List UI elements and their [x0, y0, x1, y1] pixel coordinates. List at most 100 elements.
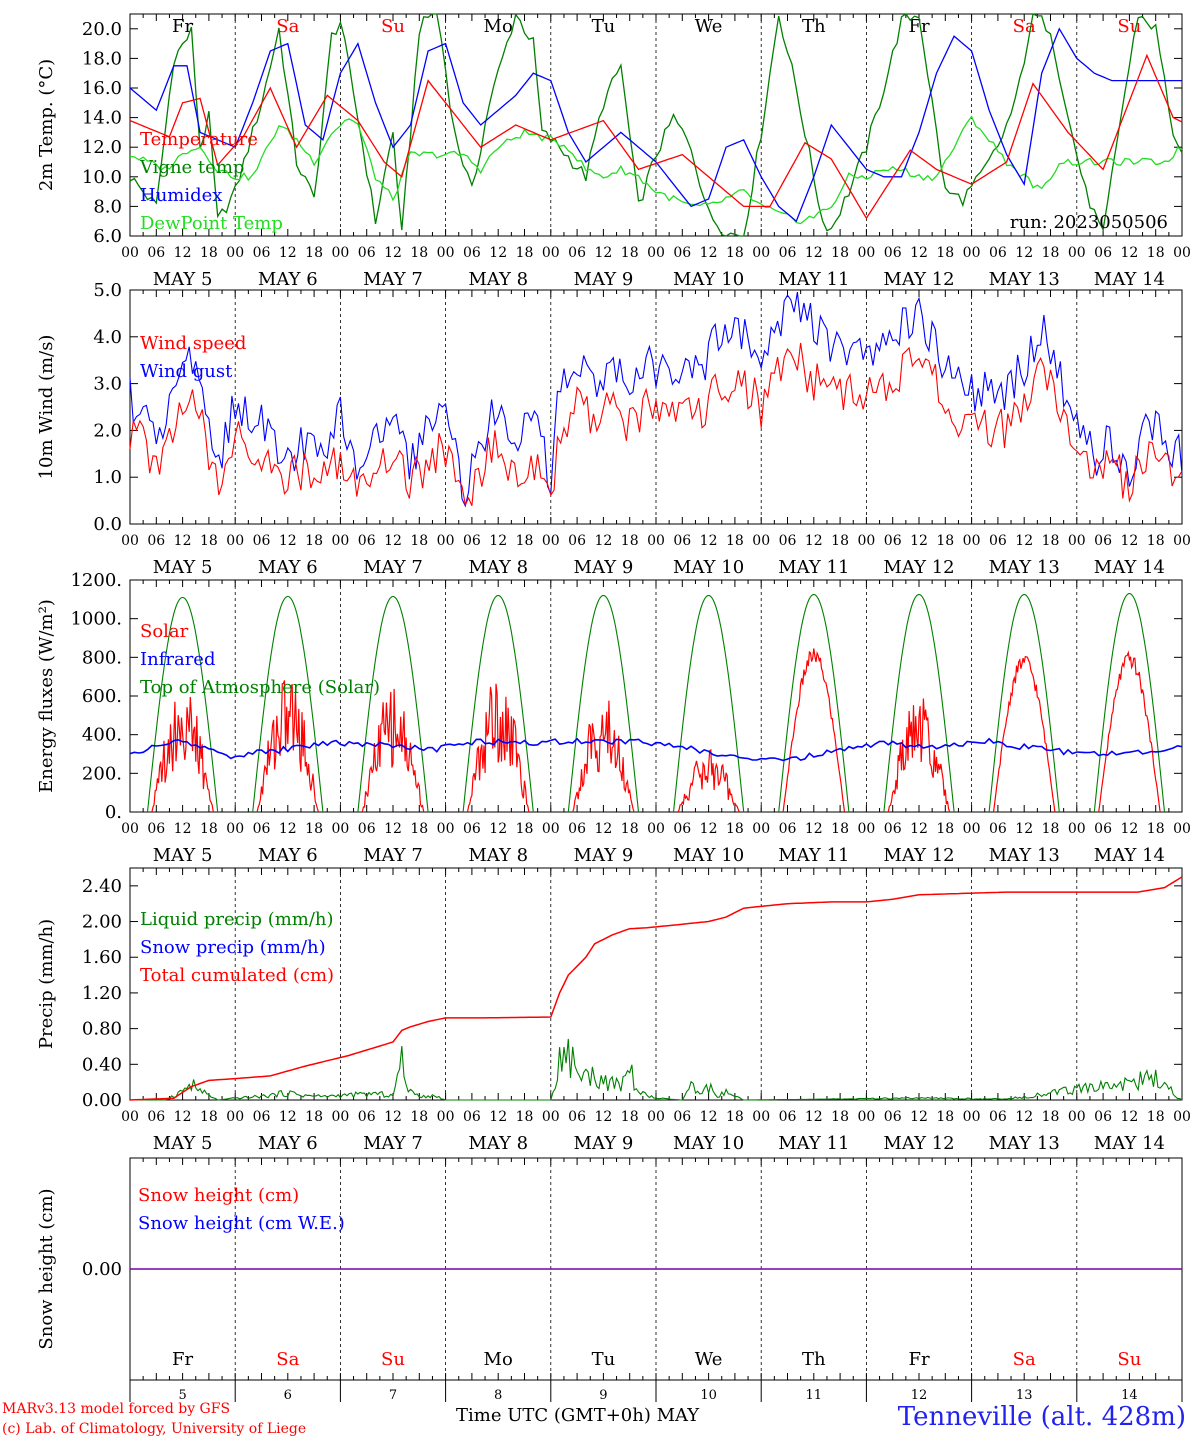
energy-legend-entry: Infrared — [140, 649, 215, 670]
date-label: MAY 10 — [673, 557, 744, 578]
date-label: MAY 9 — [574, 269, 634, 290]
y-tick-label: 1200. — [70, 570, 122, 591]
hour-tick-label: 18 — [516, 533, 534, 549]
hour-tick-label: 06 — [779, 1109, 797, 1125]
y-tick-label: 3.0 — [93, 374, 122, 395]
hour-tick-label: 06 — [147, 245, 165, 261]
hour-tick-label: 00 — [1068, 533, 1086, 549]
hour-tick-label: 06 — [463, 533, 481, 549]
hour-tick-label: 00 — [1173, 245, 1191, 261]
hour-tick-label: 00 — [331, 1109, 349, 1125]
temp-series-line — [129, 27, 1182, 223]
weekday-bottom-label: Th — [802, 1349, 826, 1370]
weekday-label: Su — [381, 16, 405, 37]
hour-tick-label: 06 — [1094, 821, 1112, 837]
y-tick-label: 400. — [82, 725, 122, 746]
solar-line — [992, 656, 1056, 813]
hour-tick-label: 12 — [910, 1109, 928, 1125]
hour-tick-label: 18 — [305, 821, 323, 837]
toa-solar-line — [146, 596, 219, 813]
date-label: MAY 13 — [989, 845, 1060, 866]
hour-tick-label: 00 — [121, 821, 139, 837]
weekday-label: Fr — [908, 16, 929, 37]
hour-tick-label: 12 — [174, 245, 192, 261]
toa-solar-line — [883, 593, 955, 813]
y-tick-label: 0.0 — [93, 514, 122, 535]
hour-tick-label: 12 — [489, 533, 507, 549]
hour-tick-label: 12 — [384, 1109, 402, 1125]
y-tick-label: 16.0 — [82, 78, 122, 99]
hour-tick-label: 18 — [1147, 821, 1165, 837]
weekday-label: Tu — [592, 16, 616, 37]
hour-tick-label: 18 — [1042, 821, 1060, 837]
hour-tick-label: 18 — [726, 1109, 744, 1125]
day-number-label: 11 — [806, 1388, 823, 1403]
hour-tick-label: 00 — [121, 1109, 139, 1125]
hour-tick-label: 00 — [1068, 821, 1086, 837]
hour-tick-label: 00 — [437, 821, 455, 837]
hour-tick-label: 06 — [147, 1109, 165, 1125]
y-tick-label: 0.40 — [82, 1054, 122, 1075]
hour-tick-label: 06 — [253, 821, 271, 837]
hour-tick-label: 06 — [884, 245, 902, 261]
total-cumulated-line — [129, 876, 1183, 1101]
day-number-label: 5 — [178, 1388, 186, 1403]
hour-tick-label: 18 — [1042, 1109, 1060, 1125]
hour-tick-label: 06 — [253, 1109, 271, 1125]
precip-legend-entry: Liquid precip (mm/h) — [140, 909, 334, 930]
hour-tick-label: 06 — [463, 245, 481, 261]
hour-tick-label: 06 — [884, 821, 902, 837]
hour-tick-label: 00 — [1173, 1109, 1191, 1125]
hour-tick-label: 18 — [200, 533, 218, 549]
hour-tick-label: 06 — [1094, 533, 1112, 549]
y-tick-label: 4.0 — [93, 327, 122, 348]
hour-tick-label: 18 — [831, 821, 849, 837]
toa-solar-line — [988, 593, 1060, 813]
weekday-bottom-label: Sa — [276, 1349, 299, 1370]
hour-tick-label: 12 — [384, 245, 402, 261]
date-label: MAY 14 — [1094, 1133, 1165, 1154]
wind-legend-entry: Wind gust — [140, 361, 233, 382]
date-label: MAY 10 — [673, 269, 744, 290]
hour-tick-label: 18 — [200, 821, 218, 837]
temp-series-line — [129, 115, 1183, 225]
hour-tick-label: 00 — [752, 245, 770, 261]
y-tick-label: 8.0 — [93, 196, 122, 217]
hour-tick-label: 00 — [857, 245, 875, 261]
y-tick-label: 0. — [105, 802, 122, 823]
y-tick-label: 600. — [82, 686, 122, 707]
hour-tick-label: 12 — [805, 1109, 823, 1125]
solar-line — [361, 688, 425, 813]
hour-tick-label: 12 — [384, 821, 402, 837]
hour-tick-label: 12 — [489, 1109, 507, 1125]
hour-tick-label: 00 — [963, 245, 981, 261]
solar-line — [151, 696, 214, 813]
hour-tick-label: 00 — [226, 821, 244, 837]
temp-legend-entry: Vigne temp — [139, 157, 244, 178]
hour-tick-label: 12 — [174, 533, 192, 549]
hour-tick-label: 06 — [779, 245, 797, 261]
hour-tick-label: 06 — [989, 821, 1007, 837]
hour-tick-label: 06 — [463, 821, 481, 837]
hour-tick-label: 12 — [384, 533, 402, 549]
hour-tick-label: 18 — [831, 533, 849, 549]
hour-tick-label: 06 — [673, 533, 691, 549]
hour-tick-label: 18 — [726, 245, 744, 261]
hour-tick-label: 06 — [253, 245, 271, 261]
y-tick-label: 5.0 — [93, 280, 122, 301]
date-label: MAY 8 — [468, 1133, 528, 1154]
y-tick-label: 20.0 — [82, 19, 122, 40]
hour-tick-label: 06 — [568, 1109, 586, 1125]
hour-tick-label: 12 — [279, 245, 297, 261]
hour-tick-label: 18 — [516, 245, 534, 261]
y-axis-label: Snow height (cm) — [36, 1188, 57, 1349]
hour-tick-label: 18 — [1147, 1109, 1165, 1125]
hour-tick-label: 18 — [410, 533, 428, 549]
y-axis-label: Energy fluxes (W/m²) — [36, 599, 57, 793]
hour-tick-label: 18 — [516, 1109, 534, 1125]
weekday-label: Sa — [276, 16, 299, 37]
hour-tick-label: 12 — [700, 821, 718, 837]
y-tick-label: 0.00 — [82, 1259, 122, 1280]
hour-tick-label: 00 — [1068, 245, 1086, 261]
temp-legend-entry: Humidex — [140, 185, 222, 206]
